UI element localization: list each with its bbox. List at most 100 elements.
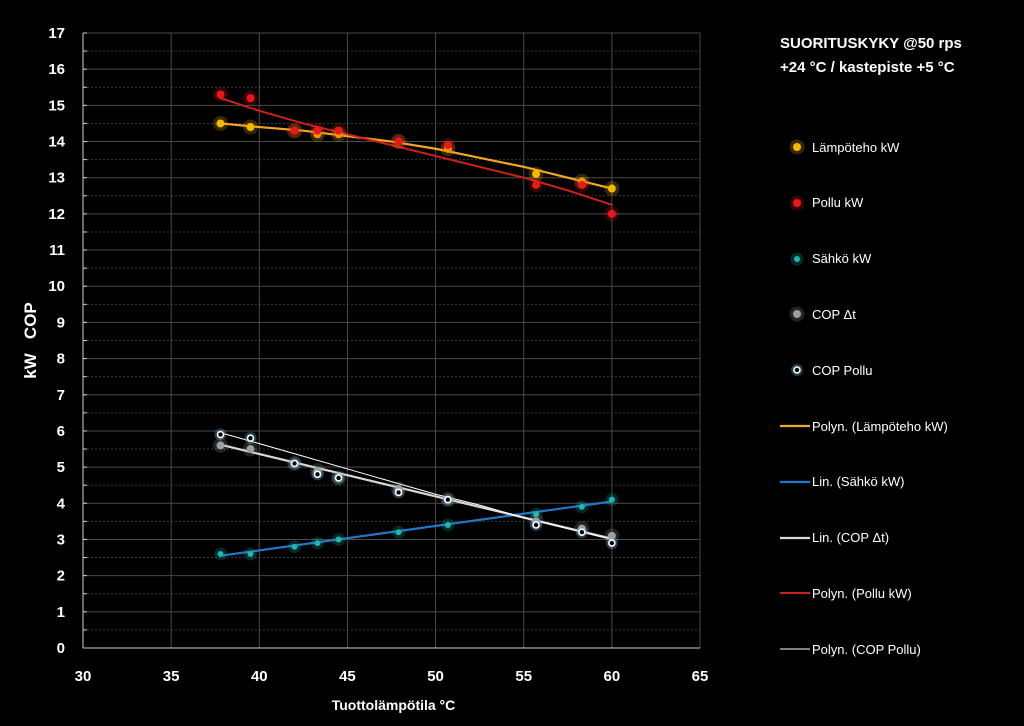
point-series-4	[290, 459, 299, 468]
x-tick-label: 60	[604, 668, 621, 685]
y-tick-label: 15	[48, 97, 65, 114]
legend-label: Lin. (COP Δt)	[812, 530, 890, 546]
y-tick-label: 10	[48, 278, 65, 295]
point-series-1	[216, 90, 225, 99]
y-tick-label: 2	[57, 568, 65, 585]
point-series-0	[532, 170, 541, 179]
legend-item: Polyn. (Lämpöteho kW)	[780, 416, 948, 436]
legend-label: Polyn. (Pollu kW)	[812, 585, 912, 601]
y-tick-label: 12	[48, 206, 65, 223]
point-series-3	[246, 445, 255, 454]
chart-title-line-1: SUORITUSKYKY @50 rps	[780, 35, 962, 52]
point-series-4	[608, 539, 616, 547]
legend-symbol	[780, 528, 812, 548]
grid	[83, 32, 701, 648]
x-tick-label: 55	[515, 668, 532, 685]
legend-item: COP Δt	[780, 304, 856, 324]
point-series-4	[444, 495, 452, 504]
y-axis-title: kW COP	[21, 302, 40, 379]
point-series-2	[578, 503, 585, 510]
legend-symbol	[780, 249, 812, 269]
legend-marker	[794, 255, 800, 262]
point-series-1	[290, 126, 299, 135]
y-tick-label: 8	[57, 351, 65, 368]
trendlines	[219, 97, 613, 557]
point-series-2	[314, 540, 321, 547]
legend-item: Pollu kW	[780, 193, 863, 213]
point-series-2	[608, 496, 615, 503]
y-tick-label: 11	[49, 242, 65, 259]
legend-symbol	[780, 472, 812, 492]
point-series-4	[532, 521, 540, 529]
legend-label: Lin. (Sähkö kW)	[812, 474, 905, 490]
y-tick-label: 13	[48, 170, 65, 187]
legend-item: Sähkö kW	[780, 249, 871, 269]
point-series-2	[335, 536, 342, 543]
point-series-2	[395, 529, 402, 536]
trendline-1	[219, 500, 613, 557]
point-series-1	[313, 126, 322, 135]
point-series-3	[216, 441, 225, 450]
y-tick-label: 4	[57, 495, 66, 512]
trendline-3	[219, 97, 613, 206]
point-series-0	[216, 119, 225, 128]
legend-symbol	[780, 304, 812, 324]
point-series-1	[532, 180, 541, 189]
point-series-0	[607, 184, 616, 193]
point-series-0	[246, 123, 255, 132]
legend-label: COP Δt	[812, 306, 856, 322]
legend-item: Polyn. (COP Pollu)	[780, 639, 921, 659]
point-series-4	[578, 528, 586, 537]
point-series-2	[444, 522, 451, 528]
legend-item: Lin. (Sähkö kW)	[780, 472, 904, 492]
chart-title: SUORITUSKYKY @50 rps +24 °C / kastepiste…	[780, 32, 1020, 80]
y-tick-label: 7	[57, 387, 65, 404]
legend-label: Sähkö kW	[812, 251, 872, 267]
point-series-2	[247, 550, 254, 557]
x-tick-label: 45	[339, 668, 356, 685]
y-tick-label: 6	[57, 423, 65, 440]
point-series-4	[246, 434, 255, 442]
legend-label: Pollu kW	[812, 195, 864, 211]
point-series-1	[577, 180, 586, 189]
point-series-4	[394, 488, 403, 497]
y-tick-label: 3	[57, 531, 65, 548]
x-tick-label: 50	[427, 668, 444, 685]
point-series-1	[394, 137, 403, 146]
legend-item: COP Pollu	[780, 360, 872, 380]
legend-item: Lämpöteho kW	[780, 137, 899, 157]
legend-marker	[793, 310, 801, 319]
legend-marker	[793, 143, 801, 151]
point-series-1	[607, 209, 616, 218]
point-series-2	[217, 550, 224, 557]
legend-symbol	[780, 360, 812, 380]
legend-symbol	[780, 137, 812, 157]
legend-marker	[793, 198, 801, 207]
x-tick-label: 65	[692, 668, 709, 685]
point-series-2	[533, 511, 540, 518]
legend-label: Polyn. (Lämpöteho kW)	[812, 418, 948, 434]
legend-label: COP Pollu	[812, 362, 873, 378]
x-axis-title: Tuottolämpötila °C	[332, 697, 456, 713]
legend-label: Polyn. (COP Pollu)	[812, 641, 921, 657]
point-series-3	[607, 531, 616, 540]
point-series-4	[334, 474, 343, 482]
point-series-1	[246, 94, 255, 103]
y-tick-label: 5	[57, 459, 65, 476]
legend-item: Lin. (COP Δt)	[780, 528, 889, 548]
y-tick-label: 14	[48, 134, 65, 151]
legend-symbol	[780, 639, 812, 659]
point-series-4	[313, 470, 322, 479]
x-tick-label: 40	[251, 668, 268, 685]
trendline-0	[219, 122, 613, 190]
data-points	[213, 87, 620, 561]
legend-symbol	[780, 193, 812, 213]
point-series-2	[291, 543, 298, 550]
y-tick-label: 9	[57, 314, 65, 331]
legend-label: Lämpöteho kW	[812, 139, 900, 155]
legend-item: Polyn. (Pollu kW)	[780, 583, 912, 603]
y-tick-label: 0	[57, 640, 65, 657]
x-tick-label: 35	[163, 668, 180, 685]
y-tick-label: 1	[57, 604, 65, 621]
